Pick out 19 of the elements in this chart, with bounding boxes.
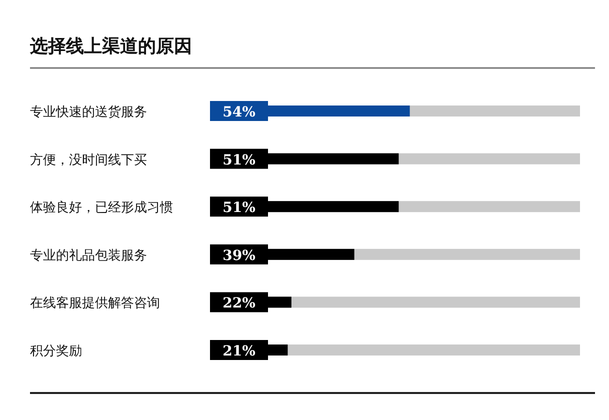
value-label: 39%: [210, 244, 268, 264]
data-label: 54%: [222, 104, 256, 120]
value-label: 22%: [210, 292, 268, 312]
data-label: 51%: [222, 152, 256, 168]
value-label: 51%: [210, 196, 268, 217]
category: 积分奖励: [30, 344, 82, 359]
value-label: 21%: [210, 340, 268, 360]
data-label: 51%: [222, 200, 256, 216]
category: 专业的礼品包装服务: [30, 248, 147, 264]
category: 方便，没时间线下买: [30, 152, 147, 168]
category: 体验良好，已经形成习惯: [30, 200, 173, 216]
value-label: 51%: [210, 148, 268, 169]
category: 专业快速的送货服务: [30, 105, 147, 120]
data-label: 21%: [222, 344, 256, 360]
title: 选择线上渠道的原因: [30, 36, 192, 57]
data-label: 39%: [222, 248, 256, 264]
data-label: 22%: [222, 296, 256, 312]
category: 在线客服提供解答咨询: [30, 296, 160, 312]
value-label: 54%: [210, 101, 268, 121]
